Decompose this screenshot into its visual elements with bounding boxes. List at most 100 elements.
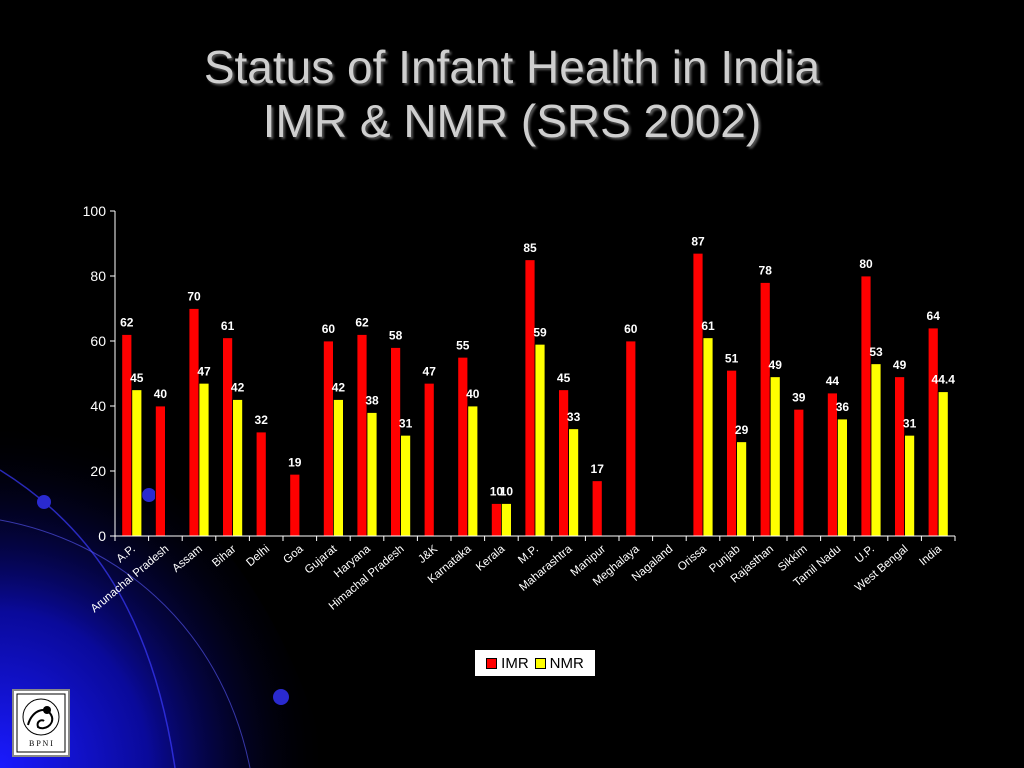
data-label-imr: 60 [624,322,638,336]
data-label-imr: 80 [859,257,873,271]
bar-imr [121,334,133,537]
data-label-imr: 45 [557,371,571,385]
bar-nmr [769,376,781,537]
data-label-nmr: 45 [130,371,144,385]
bars [121,252,949,537]
data-label-imr: 70 [187,290,201,304]
data-label-imr: 47 [423,364,437,378]
x-tick-label: A.P. [115,543,138,565]
data-label-imr: 78 [759,264,773,278]
bar-imr [625,340,637,537]
data-labels: 62 45 40 70 47 61 42 32 19 60 42 62 38 58 31 47 55 40 1010… [120,234,955,498]
bar-imr [457,356,469,537]
data-label-imr: 87 [691,234,705,248]
bar-imr [894,376,905,537]
data-label-imr: 40 [154,387,168,401]
x-tick-label: J&K [416,543,440,566]
legend: IMR NMR [474,649,596,677]
data-label-imr: 19 [288,455,302,469]
data-label-imr: 49 [893,358,907,372]
x-tick-label: Orissa [676,543,710,574]
logo-emblem-icon: B P N I [16,693,66,753]
data-label-nmr: 42 [231,381,245,395]
data-label-imr: 44 [826,374,840,388]
bar-imr [255,431,267,537]
bar-imr [524,259,536,537]
bar-imr [188,308,200,537]
data-label-nmr: 53 [869,345,883,359]
bar-nmr [534,343,546,537]
y-tick-label: 40 [90,398,106,414]
data-label-nmr: 10 [500,485,514,499]
data-label-imr: 10 [490,485,504,499]
x-tick-label: Kerala [474,543,508,574]
y-tick-label: 0 [98,528,106,544]
bar-nmr [400,434,412,537]
data-label-nmr: 31 [903,416,917,430]
bar-imr [692,252,704,537]
data-label-nmr: 49 [769,358,783,372]
x-tick-label: Goa [281,543,306,567]
x-tick-label: M.P. [516,543,541,566]
y-tick-label: 60 [90,333,106,349]
data-label-imr: 85 [523,241,537,255]
x-tick-label: Delhi [244,543,272,569]
x-tick-label: India [917,543,944,569]
bar-imr [356,334,368,537]
bar-nmr [702,337,714,537]
data-label-nmr: 47 [197,364,211,378]
data-label-nmr: 42 [332,381,346,395]
data-label-nmr: 59 [533,325,547,339]
data-label-nmr: 44.4 [932,373,956,387]
bar-nmr [232,399,244,537]
bar-nmr [937,391,949,537]
data-label-nmr: 61 [701,319,715,333]
data-label-nmr: 29 [735,423,749,437]
data-label-imr: 58 [389,329,403,343]
bpni-logo: B P N I [12,689,70,757]
legend-swatch-nmr [534,657,546,669]
bar-imr [490,503,502,537]
bar-imr [423,382,435,537]
slide-title: Status of Infant Health in India IMR & N… [0,40,1024,148]
data-label-nmr: 33 [567,410,581,424]
data-label-nmr: 31 [399,416,413,430]
bar-imr [759,282,771,537]
bar-imr [289,473,301,537]
data-label-nmr: 40 [466,387,480,401]
bar-nmr [837,418,848,537]
bar-nmr [500,503,512,537]
title-line-2: IMR & NMR (SRS 2002) [262,95,762,147]
data-label-imr: 60 [322,322,336,336]
x-tick-label: Bihar [210,543,238,570]
bar-nmr [736,441,747,537]
bar-imr [154,405,166,537]
bar-imr [860,275,872,537]
x-tick-label: U.P. [853,543,877,566]
data-label-imr: 51 [725,351,739,365]
bar-nmr [198,382,210,537]
bar-nmr [332,399,344,537]
bar-imr [827,392,838,537]
y-tick-label: 100 [83,203,107,219]
legend-label-imr: IMR [501,654,529,672]
title-line-1: Status of Infant Health in India [203,41,821,93]
bar-nmr [131,389,143,537]
data-label-imr: 62 [355,316,369,330]
bar-imr [322,340,334,537]
data-label-imr: 55 [456,338,470,352]
bar-imr [222,337,234,537]
bar-imr [726,369,737,537]
data-label-imr: 39 [792,390,806,404]
data-label-imr: 62 [120,316,134,330]
bar-nmr [366,412,378,537]
data-label-imr: 61 [221,319,235,333]
legend-item-imr: IMR [486,655,529,672]
bar-imr [927,327,939,537]
data-label-imr: 64 [927,309,941,323]
x-tick-label: Assam [170,543,205,575]
legend-label-nmr: NMR [549,654,584,672]
